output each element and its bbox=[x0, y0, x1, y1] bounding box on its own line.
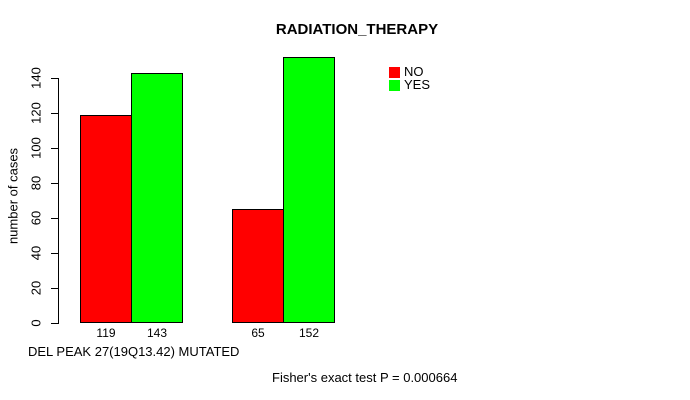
y-tick bbox=[51, 218, 58, 219]
bar-yes-group1 bbox=[131, 73, 183, 323]
bar-value-label: 65 bbox=[251, 326, 265, 340]
y-tick bbox=[51, 113, 58, 114]
y-tick-label: 0 bbox=[28, 319, 44, 327]
bar-no-group1 bbox=[80, 115, 132, 323]
y-axis-label: number of cases bbox=[5, 147, 21, 245]
y-tick bbox=[51, 148, 58, 149]
bar-yes-group2 bbox=[283, 57, 335, 323]
y-tick-label: 80 bbox=[28, 175, 44, 191]
chart-title: RADIATION_THERAPY bbox=[275, 21, 439, 38]
y-tick bbox=[51, 183, 58, 184]
bar-value-label: 143 bbox=[146, 326, 168, 340]
bar-value-label: 152 bbox=[298, 326, 320, 340]
y-tick-label: 140 bbox=[28, 67, 44, 89]
legend-swatch-yes-icon bbox=[389, 79, 400, 91]
y-tick bbox=[51, 78, 58, 79]
bar-no-group2 bbox=[232, 209, 284, 323]
y-tick-label: 60 bbox=[28, 210, 44, 226]
y-tick-label: 40 bbox=[28, 245, 44, 261]
legend: NO YES bbox=[389, 64, 431, 92]
y-tick bbox=[51, 288, 58, 289]
y-axis bbox=[58, 78, 59, 324]
y-tick-label: 100 bbox=[28, 137, 44, 159]
legend-label-yes: YES bbox=[404, 77, 431, 92]
y-tick bbox=[51, 253, 58, 254]
legend-item-yes: YES bbox=[389, 77, 431, 92]
x-axis-label: DEL PEAK 27(19Q13.42) MUTATED bbox=[28, 344, 240, 359]
y-tick-label: 20 bbox=[28, 280, 44, 296]
fisher-test-annotation: Fisher's exact test P = 0.000664 bbox=[272, 370, 458, 385]
bar-value-label: 119 bbox=[96, 326, 116, 340]
legend-swatch-no-icon bbox=[389, 66, 400, 78]
legend-label-no: NO bbox=[404, 64, 424, 79]
legend-item-no: NO bbox=[389, 64, 430, 79]
y-tick-label: 120 bbox=[28, 102, 44, 124]
y-tick bbox=[51, 323, 58, 324]
